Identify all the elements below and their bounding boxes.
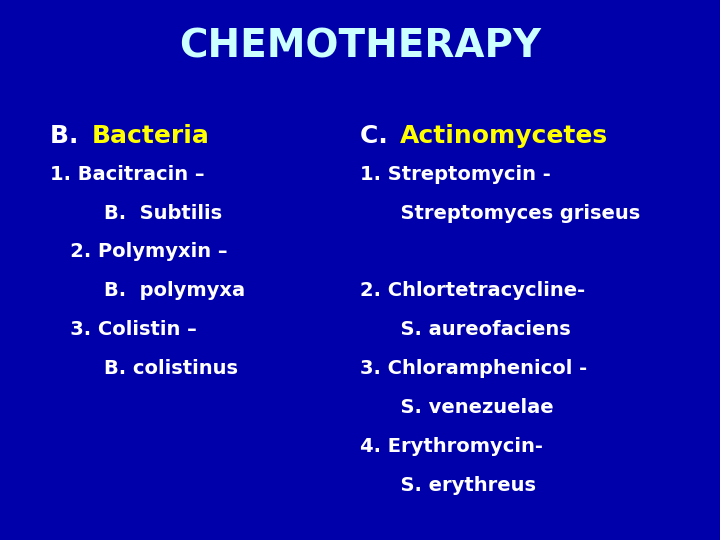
Text: 3. Colistin –: 3. Colistin – xyxy=(50,320,197,339)
Text: S. aureofaciens: S. aureofaciens xyxy=(360,320,571,339)
Text: B.: B. xyxy=(50,124,88,148)
Text: S. erythreus: S. erythreus xyxy=(360,476,536,495)
Text: 1. Bacitracin –: 1. Bacitracin – xyxy=(50,165,205,184)
Text: 1. Streptomycin -: 1. Streptomycin - xyxy=(360,165,551,184)
Text: Actinomycetes: Actinomycetes xyxy=(400,124,608,148)
Text: Bacteria: Bacteria xyxy=(91,124,210,148)
Text: B. colistinus: B. colistinus xyxy=(50,359,238,378)
Text: S. venezuelae: S. venezuelae xyxy=(360,398,554,417)
Text: 2. Polymyxin –: 2. Polymyxin – xyxy=(50,242,228,261)
Text: B.  Subtilis: B. Subtilis xyxy=(50,204,222,222)
Text: C.: C. xyxy=(360,124,397,148)
Text: 2. Chlortetracycline-: 2. Chlortetracycline- xyxy=(360,281,585,300)
Text: CHEMOTHERAPY: CHEMOTHERAPY xyxy=(179,27,541,65)
Text: Streptomyces griseus: Streptomyces griseus xyxy=(360,204,640,222)
Text: 4. Erythromycin-: 4. Erythromycin- xyxy=(360,437,543,456)
Text: B.  polymyxa: B. polymyxa xyxy=(50,281,246,300)
Text: 3. Chloramphenicol -: 3. Chloramphenicol - xyxy=(360,359,587,378)
